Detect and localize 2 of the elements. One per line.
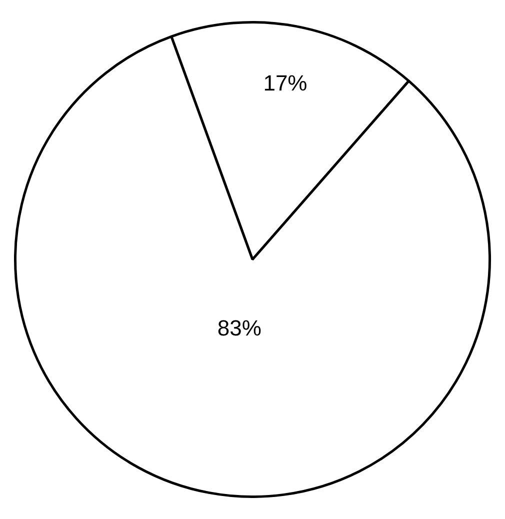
data-label: 83% xyxy=(217,316,262,341)
data-label: 17% xyxy=(263,70,308,96)
